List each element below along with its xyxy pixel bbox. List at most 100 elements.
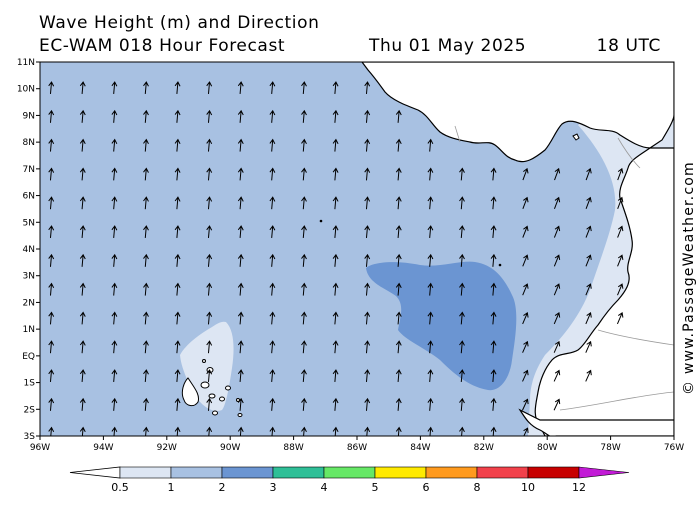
wave-arrow — [143, 81, 149, 95]
wave-arrow — [111, 109, 118, 123]
wave-arrow — [237, 253, 244, 267]
legend-swatch — [425, 466, 478, 479]
wave-arrow — [269, 81, 276, 95]
lat-label: 3S — [24, 432, 36, 442]
wave-arrow — [143, 109, 149, 123]
wave-arrow — [174, 196, 181, 210]
malpelo-island — [498, 263, 502, 267]
wave-arrow — [143, 311, 149, 325]
wave-arrow — [427, 426, 434, 436]
wave-arrow — [585, 369, 592, 382]
legend-swatch — [476, 466, 529, 479]
lat-label: EQ — [22, 352, 35, 362]
wave-arrow — [111, 225, 118, 239]
lon-label: 78W — [600, 443, 620, 453]
wave-arrow — [269, 225, 276, 239]
wave-arrow — [79, 253, 86, 267]
wave-arrow — [79, 397, 86, 411]
wave-arrow — [237, 282, 244, 296]
wave-arrow — [143, 225, 149, 239]
lon-label: 88W — [283, 443, 303, 453]
wave-arrow — [237, 109, 244, 123]
wave-arrow — [48, 340, 55, 354]
wave-arrow — [206, 196, 213, 210]
wave-arrow — [111, 311, 118, 325]
lat-label: 10N — [17, 85, 35, 95]
wave-arrow — [395, 253, 402, 267]
lat-label: 5N — [23, 218, 35, 228]
wave-arrow — [490, 225, 497, 239]
wave-arrow — [269, 196, 276, 210]
lon-label: 90W — [220, 443, 240, 453]
wave-arrow — [111, 282, 118, 296]
legend-label: 3 — [270, 481, 277, 494]
wave-arrow — [174, 225, 181, 239]
wave-arrow — [364, 369, 371, 383]
wave-arrow — [427, 253, 434, 267]
wave-arrow — [301, 282, 307, 296]
wave-arrow — [111, 196, 118, 210]
wave-arrow — [332, 81, 339, 95]
legend-low-triangle — [69, 466, 121, 479]
country-border-costa-rica-panama — [454, 125, 461, 143]
wave-arrow — [174, 253, 181, 267]
wave-arrow — [522, 283, 529, 296]
wave-arrow — [585, 225, 592, 238]
wave-arrow — [206, 253, 213, 267]
wave-arrow — [48, 253, 55, 267]
wave-arrow — [48, 138, 55, 152]
wave-arrow — [490, 282, 497, 296]
forecast-subtitle: EC-WAM 018 Hour Forecast Thu 01 May 2025… — [39, 36, 661, 56]
wave-arrow — [459, 369, 465, 383]
wave-arrow — [269, 340, 276, 354]
gorgona-island — [572, 133, 580, 141]
wave-arrow — [301, 397, 307, 411]
wave-arrow — [301, 138, 307, 152]
wave-arrow — [459, 253, 465, 267]
wave-arrow — [617, 283, 624, 296]
lat-label: 4N — [23, 245, 35, 255]
legend-swatch — [170, 466, 223, 479]
wave-arrow — [459, 167, 465, 181]
wave-arrow — [174, 397, 181, 411]
land-central-america — [361, 62, 674, 163]
wave-arrow — [395, 311, 402, 325]
land-south-america — [534, 147, 674, 436]
wave-arrow — [427, 311, 434, 325]
wave-arrow — [364, 311, 371, 325]
wave-arrow — [459, 225, 465, 239]
wave-arrow — [553, 340, 561, 353]
wave-arrow — [585, 196, 592, 209]
wave-arrow — [206, 340, 213, 354]
wave-arrow — [395, 138, 402, 152]
model-run-label: EC-WAM 018 Hour Forecast — [39, 36, 286, 56]
wave-arrow — [206, 369, 213, 383]
wave-arrow — [111, 167, 118, 181]
wave-arrow — [332, 225, 339, 239]
wave-arrow — [364, 109, 371, 123]
wave-arrow — [143, 196, 149, 210]
wave-arrow — [301, 369, 307, 383]
wave-arrow — [522, 254, 529, 267]
wave-arrow — [332, 397, 339, 411]
wave-arrow — [364, 225, 371, 239]
wave-arrow — [585, 254, 592, 267]
wave-arrow — [523, 427, 529, 436]
wave-arrow — [490, 340, 497, 354]
wave-arrow — [237, 369, 244, 383]
wave-arrow — [553, 369, 561, 382]
lat-label: 6N — [23, 192, 35, 202]
wave-arrow — [553, 254, 561, 267]
lat-label: 1N — [23, 325, 35, 335]
wave-arrow — [48, 167, 55, 181]
wave-arrow — [79, 369, 86, 383]
lat-label: 1S — [24, 379, 36, 389]
legend-swatch — [323, 466, 376, 479]
wave-arrow — [143, 282, 149, 296]
wave-arrow — [364, 81, 371, 95]
wave-arrow — [143, 138, 149, 152]
map-title: Wave Height (m) and Direction — [39, 13, 320, 33]
wave-arrow — [427, 282, 434, 296]
lon-label: 76W — [664, 443, 684, 453]
lon-label: 84W — [410, 443, 430, 453]
